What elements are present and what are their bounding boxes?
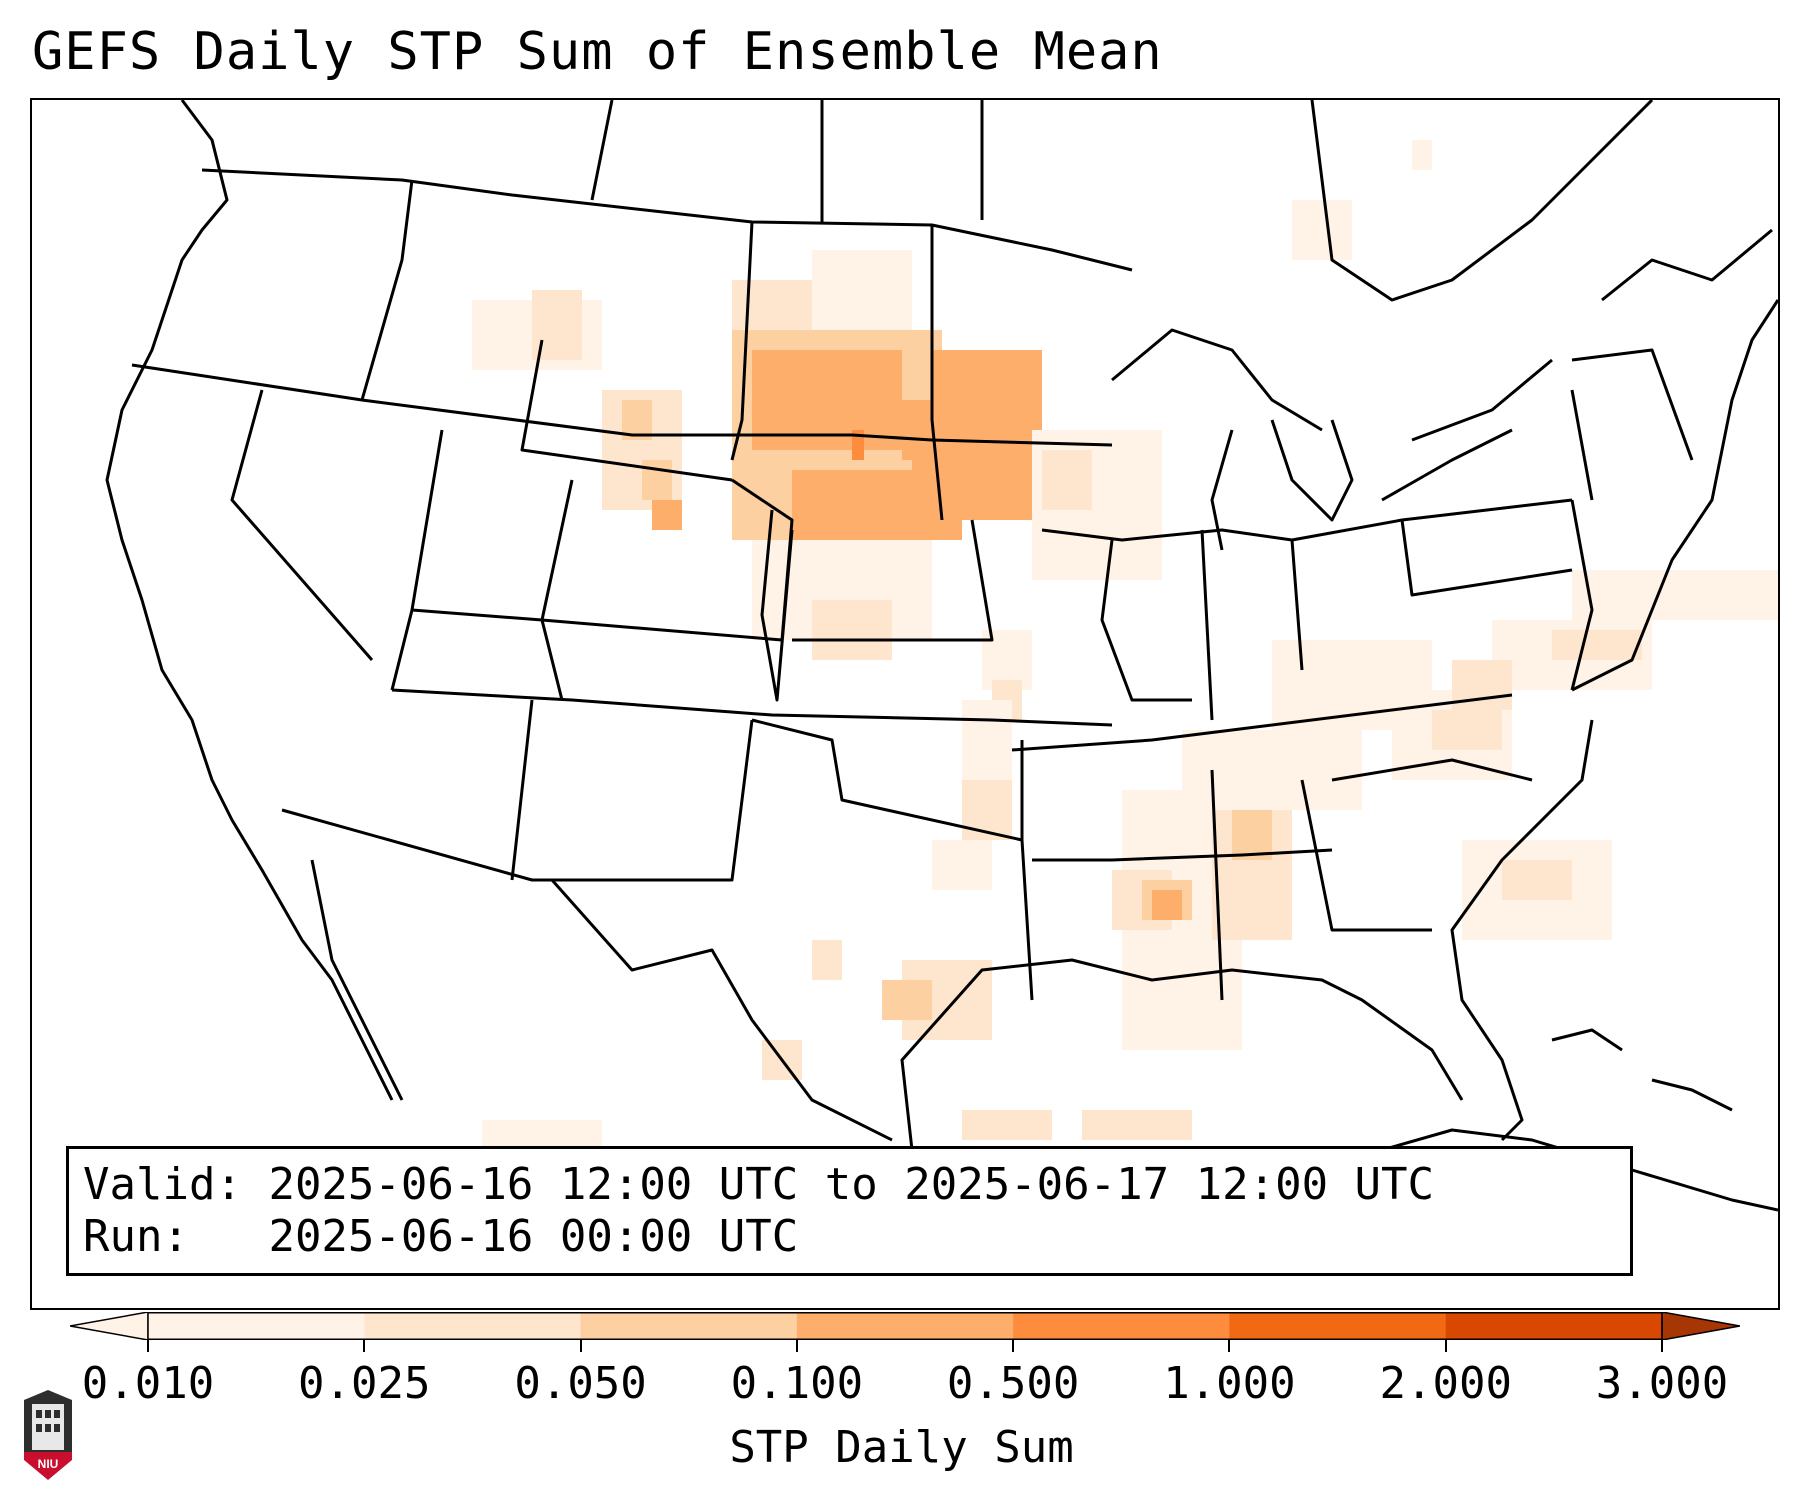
colorbar-tick	[579, 1340, 582, 1352]
niu-logo: NIU	[24, 1390, 72, 1480]
colorbar-tick	[1444, 1340, 1447, 1352]
valid-row: Valid: 2025-06-16 12:00 UTC to 2025-06-1…	[83, 1159, 1616, 1211]
colorbar-segment	[1013, 1312, 1230, 1340]
run-text: 2025-06-16 00:00 UTC	[268, 1211, 799, 1262]
colorbar-tick	[1228, 1340, 1231, 1352]
colorbar-tick-label: 2.000	[1379, 1358, 1512, 1409]
colorbar-segment	[580, 1312, 798, 1340]
colorbar	[70, 1312, 1740, 1340]
run-label: Run:	[83, 1211, 189, 1262]
valid-text: 2025-06-16 12:00 UTC to 2025-06-17 12:00…	[268, 1159, 1435, 1210]
map-panel	[30, 98, 1780, 1310]
colorbar-segment	[364, 1312, 582, 1340]
colorbar-tick-label: 0.050	[514, 1358, 647, 1409]
logo-text: NIU	[38, 1457, 59, 1471]
valid-label: Valid:	[83, 1159, 242, 1210]
colorbar-tick-label: 0.025	[298, 1358, 431, 1409]
colorbar-tick-label: 0.010	[81, 1358, 215, 1409]
colorbar-segment	[1229, 1312, 1447, 1340]
colorbar-tick	[1661, 1340, 1663, 1352]
run-row: Run: 2025-06-16 00:00 UTC	[83, 1211, 1616, 1263]
colorbar-segment	[796, 1312, 1014, 1340]
colorbar-label: STP Daily Sum	[729, 1422, 1074, 1473]
state-borders	[105, 100, 1778, 1212]
colorbar-tick	[363, 1340, 366, 1352]
colorbar-outline	[147, 1312, 1663, 1340]
colorbar-tick-label: 1.000	[1163, 1358, 1296, 1409]
stp-shading	[472, 140, 1778, 1180]
valid-time-box: Valid: 2025-06-16 12:00 UTC to 2025-06-1…	[66, 1146, 1633, 1276]
map-title: GEFS Daily STP Sum of Ensemble Mean	[32, 22, 1163, 82]
colorbar-segment	[148, 1312, 365, 1340]
map-canvas	[105, 100, 1778, 1212]
colorbar-tick-label: 0.100	[730, 1358, 864, 1409]
colorbar-tick	[795, 1340, 798, 1352]
colorbar-tick	[147, 1340, 149, 1352]
colorbar-tick-label: 3.000	[1595, 1358, 1729, 1409]
colorbar-tick-label: 0.500	[946, 1358, 1080, 1409]
colorbar-tick	[1012, 1340, 1015, 1352]
colorbar-segment	[1445, 1312, 1663, 1340]
colorbar-ticks	[0, 1336, 1803, 1416]
